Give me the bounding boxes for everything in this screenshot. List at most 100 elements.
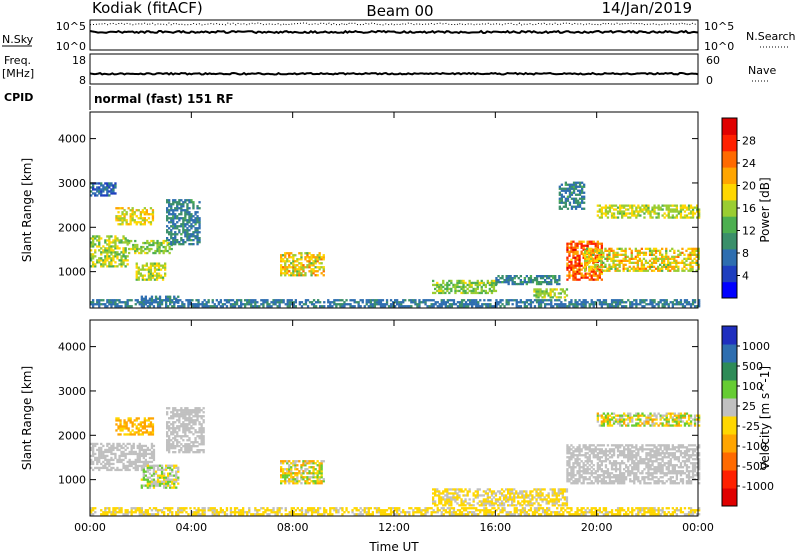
data-cell bbox=[302, 476, 305, 479]
data-cell bbox=[551, 290, 554, 293]
data-cell bbox=[574, 482, 577, 485]
data-cell bbox=[566, 268, 569, 271]
data-cell bbox=[655, 206, 658, 209]
data-cell bbox=[288, 264, 291, 267]
data-cell bbox=[631, 446, 634, 449]
data-cell bbox=[298, 270, 301, 273]
data-cell bbox=[604, 265, 607, 268]
data-cell bbox=[296, 270, 299, 273]
data-cell bbox=[610, 267, 613, 270]
data-cell bbox=[693, 261, 696, 264]
data-cell bbox=[667, 212, 670, 215]
data-cell bbox=[131, 211, 134, 214]
data-cell bbox=[147, 274, 151, 277]
data-cell bbox=[436, 488, 439, 491]
data-cell bbox=[181, 305, 184, 308]
data-cell bbox=[550, 282, 553, 286]
data-cell bbox=[566, 480, 569, 483]
station-title: Kodiak (fitACF) bbox=[92, 0, 203, 17]
data-cell bbox=[474, 490, 477, 493]
data-cell bbox=[580, 448, 583, 451]
data-cell bbox=[576, 205, 580, 208]
data-cell bbox=[128, 305, 131, 308]
data-cell bbox=[545, 288, 548, 291]
data-cell bbox=[174, 223, 177, 226]
data-cell bbox=[184, 435, 187, 438]
data-cell bbox=[675, 206, 678, 209]
data-cell bbox=[202, 443, 205, 446]
data-cell bbox=[525, 305, 528, 308]
data-cell bbox=[176, 233, 179, 236]
data-cell bbox=[549, 500, 552, 503]
data-cell bbox=[150, 464, 154, 468]
data-cell bbox=[661, 269, 664, 272]
data-cell bbox=[186, 221, 189, 224]
data-cell bbox=[436, 494, 439, 497]
data-cell bbox=[572, 256, 575, 259]
data-cell bbox=[96, 261, 99, 264]
data-cell bbox=[631, 444, 634, 447]
data-cell bbox=[139, 423, 142, 426]
data-cell bbox=[636, 251, 639, 254]
data-cell bbox=[357, 305, 360, 308]
data-cell bbox=[164, 247, 167, 251]
data-cell bbox=[478, 281, 481, 285]
data-cell bbox=[120, 261, 123, 264]
data-cell bbox=[565, 500, 569, 503]
data-cell bbox=[649, 452, 652, 455]
data-cell bbox=[659, 267, 662, 270]
data-cell bbox=[507, 275, 510, 278]
data-cell bbox=[586, 259, 589, 262]
data-cell bbox=[558, 187, 561, 190]
data-cell bbox=[90, 458, 93, 462]
data-cell bbox=[565, 294, 569, 297]
data-cell bbox=[122, 263, 125, 266]
data-cell bbox=[673, 265, 676, 268]
data-cell bbox=[586, 478, 589, 481]
data-cell bbox=[555, 494, 558, 497]
data-cell bbox=[547, 492, 550, 495]
data-cell bbox=[600, 263, 603, 266]
data-cell bbox=[174, 439, 177, 442]
data-cell bbox=[598, 303, 601, 306]
data-cell bbox=[165, 305, 168, 308]
data-cell bbox=[292, 268, 295, 271]
data-cell bbox=[192, 451, 195, 454]
cpid-panel: CPID normal (fast) 151 RF bbox=[4, 86, 234, 110]
data-cell bbox=[623, 472, 626, 475]
data-cell bbox=[188, 415, 191, 418]
data-cell bbox=[604, 263, 607, 266]
data-cell bbox=[645, 464, 648, 467]
data-cell bbox=[432, 291, 435, 295]
data-cell bbox=[110, 446, 113, 450]
data-cell bbox=[114, 452, 117, 456]
data-cell bbox=[124, 237, 127, 240]
data-cell bbox=[184, 409, 187, 412]
data-cell bbox=[466, 494, 469, 497]
data-cell bbox=[653, 212, 656, 215]
data-cell bbox=[102, 245, 105, 248]
data-cell bbox=[698, 210, 701, 213]
data-cell bbox=[92, 257, 95, 260]
data-cell bbox=[178, 229, 181, 232]
data-cell bbox=[150, 484, 154, 487]
data-cell bbox=[456, 492, 459, 495]
data-cell bbox=[490, 281, 494, 285]
data-cell bbox=[400, 305, 403, 308]
data-cell bbox=[160, 243, 163, 247]
data-cell bbox=[184, 423, 187, 426]
data-cell bbox=[654, 267, 658, 270]
data-cell bbox=[127, 207, 130, 210]
data-cell bbox=[598, 270, 601, 273]
data-cell bbox=[129, 223, 132, 226]
data-cell bbox=[627, 208, 630, 211]
data-cell bbox=[185, 299, 188, 302]
data-cell bbox=[229, 299, 233, 302]
data-cell bbox=[641, 208, 644, 211]
data-cell bbox=[631, 305, 634, 308]
data-cell bbox=[470, 291, 473, 295]
data-cell bbox=[304, 301, 308, 304]
data-cell bbox=[320, 462, 323, 465]
data-cell bbox=[572, 264, 575, 267]
data-cell bbox=[598, 249, 601, 252]
